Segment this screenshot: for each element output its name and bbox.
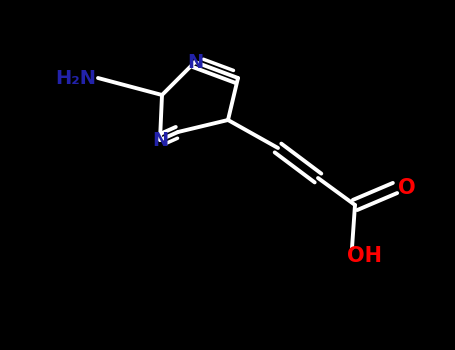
- Text: OH: OH: [347, 246, 382, 266]
- Text: H₂N: H₂N: [55, 69, 96, 88]
- Text: N: N: [187, 52, 203, 71]
- Text: N: N: [152, 131, 168, 149]
- Text: O: O: [398, 178, 415, 198]
